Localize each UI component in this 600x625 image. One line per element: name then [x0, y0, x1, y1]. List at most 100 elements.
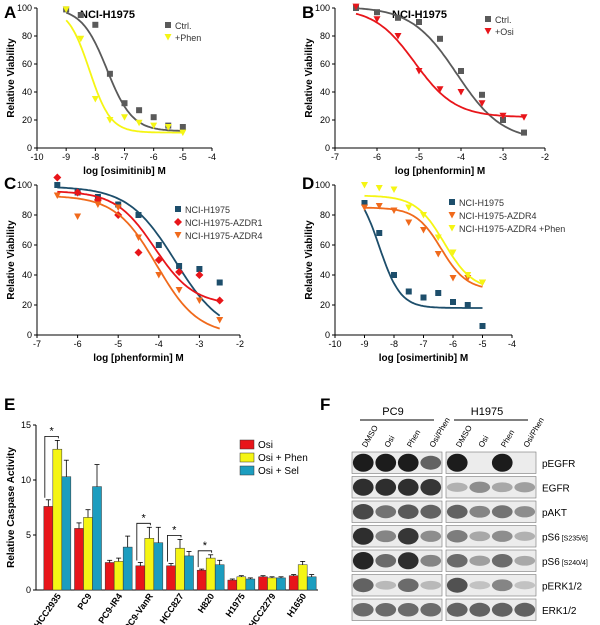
- panel-e-y-tick-label: 15: [21, 420, 31, 430]
- panel-c-x-tick-label: -6: [74, 339, 82, 349]
- panel-e-legend-swatch-osi-sel: [239, 465, 255, 476]
- panel-d-point-nci-h1975-azdr4-phen: [464, 272, 472, 279]
- panel-d-x-tick-label: -7: [419, 339, 427, 349]
- panel-c-point-nci-h1975-azdr4: [114, 204, 122, 211]
- panel-e-bar-osi-sel: [245, 578, 256, 591]
- panel-a-legend-marker-phen: [164, 34, 172, 41]
- blot-band: [420, 504, 442, 519]
- panel-e-significance-bracket: [167, 535, 182, 562]
- panel-d-point-nci-h1975: [464, 302, 471, 308]
- panel-a-legend-label-ctrl: Ctrl.: [175, 21, 192, 31]
- panel-e-bar-osi: [43, 506, 54, 591]
- panel-e-significance-bracket: [44, 436, 59, 498]
- panel-e-significance-star: *: [49, 425, 54, 437]
- panel-d-point-nci-h1975-azdr4: [390, 207, 398, 214]
- panel-b-point-osi: [352, 3, 360, 11]
- panel-a-chart: 0 20 40 60 80 100 -10 -9 -8 -7 -6 -5 -4 log [osimitin…: [6, 3, 216, 177]
- panel-d-x-tick-label: -5: [478, 339, 486, 349]
- panel-b-y-axis-title: Relative Viability: [304, 38, 315, 118]
- panel-e-bar-osi-sel: [214, 564, 225, 591]
- panel-e-bar-osi-sel: [306, 576, 317, 591]
- panel-d-x-tick-label: -4: [508, 339, 516, 349]
- panel-c-point-nci-h1975-azdr1: [154, 256, 163, 264]
- panel-a-point-phen: [77, 35, 85, 43]
- blot-band: [469, 505, 491, 518]
- blot-band: [491, 505, 513, 519]
- panel-d-point-nci-h1975-azdr4: [405, 219, 413, 226]
- panel-a-y-tick-label: 100: [17, 3, 32, 13]
- panel-a-curve-ctrl: [65, 11, 183, 132]
- panel-c-x-tick-label: -7: [33, 339, 41, 349]
- panel-b-point-ctrl: [374, 9, 380, 16]
- panel-a-point-ctrl: [92, 21, 99, 28]
- panel-e-category-label: H1650: [285, 591, 308, 618]
- panel-e-y-tick-label: 10: [21, 475, 31, 485]
- panel-a-point-phen: [91, 96, 99, 103]
- panel-a-point-ctrl: [106, 70, 113, 77]
- panel-e-y-axis-title: Relative Caspase Activity: [6, 447, 17, 568]
- panel-c-point-nci-h1975-azdr1: [134, 248, 143, 257]
- blot-band: [446, 577, 468, 593]
- panel-c-curve-nci-h1975-azdr1: [57, 190, 220, 302]
- panel-e-significance-star: *: [172, 524, 177, 536]
- blot-band: [420, 554, 442, 567]
- panel-b-point-osi: [394, 33, 402, 40]
- panel-b-y-tick-label: 20: [320, 115, 330, 125]
- panel-b-point-ctrl: [458, 68, 464, 74]
- panel-c-point-nci-h1975-azdr4: [216, 317, 224, 324]
- blot-strip-left: [351, 476, 443, 499]
- panel-a-x-tick-label: -5: [179, 152, 187, 162]
- blot-row-label: EGFR: [542, 483, 570, 494]
- panel-a-point-phen: [179, 129, 187, 137]
- blot-strip-right: [445, 500, 537, 523]
- panel-c-point-nci-h1975-azdr1: [175, 268, 184, 276]
- panel-d-point-nci-h1975: [420, 294, 427, 301]
- panel-a-legend-label-phen: +Phen: [175, 33, 201, 43]
- panel-c-y-tick-label: 40: [22, 270, 32, 280]
- panel-b-chart: 0 20 40 60 80 100 -7 -6 -5 -4 -3 -2 log [phenformin]…: [304, 3, 549, 177]
- panel-e-bar-osi: [288, 575, 299, 591]
- blot-band: [446, 554, 468, 568]
- blot-band: [469, 555, 491, 566]
- panel-c-x-tick-label: -2: [236, 339, 244, 349]
- panel-d-x-tick-label: -6: [449, 339, 457, 349]
- blot-band: [469, 531, 491, 542]
- panel-d-point-nci-h1975: [361, 200, 368, 206]
- blot-band: [491, 602, 513, 617]
- panel-b-point-ctrl: [500, 117, 506, 123]
- panel-b-point-osi: [499, 112, 507, 120]
- panel-c-legend-label-nci-h1975-azdr1: NCI-H1975-AZDR1: [185, 218, 263, 228]
- panel-c-point-nci-h1975: [216, 279, 223, 286]
- blot-row-label: pS6 [S240/4]: [542, 557, 588, 568]
- panel-e-bar-osi-sel: [184, 555, 194, 591]
- panel-c-y-tick-label: 100: [17, 180, 32, 190]
- panel-e-category-label: H820: [196, 591, 217, 614]
- panel-e-bar-osi-phen: [267, 577, 277, 591]
- panel-d-legend-label-nci-h1975-azdr4-phen: NCI-H1975-AZDR4 +Phen: [459, 224, 565, 234]
- blot-band: [397, 478, 419, 496]
- panel-d-x-tick-label: -9: [360, 339, 368, 349]
- blot-lane-label: Phen: [499, 428, 516, 449]
- panel-e-bar-osi: [74, 528, 84, 591]
- blot-band: [446, 504, 468, 519]
- blot-strip-right: [445, 451, 537, 474]
- panel-c-legend-marker-nci-h1975: [175, 206, 181, 212]
- panel-c-legend-marker-nci-h1975-azdr1: [174, 218, 182, 226]
- panel-a-point-ctrl: [77, 12, 84, 18]
- panel-a-x-tick-label: -6: [150, 152, 158, 162]
- panel-e-bar-osi: [196, 569, 207, 591]
- panel-label-a: A: [4, 3, 16, 22]
- panel-d-point-nci-h1975-azdr4-phen: [420, 212, 427, 219]
- panel-a-point-phen: [121, 114, 128, 121]
- panel-c-point-nci-h1975-azdr4: [155, 272, 163, 279]
- blot-band: [375, 603, 397, 617]
- blot-band: [352, 453, 374, 472]
- blot-band: [397, 453, 419, 472]
- blot-band: [491, 579, 513, 592]
- panel-d-y-tick-label: 80: [320, 210, 330, 220]
- panel-a-x-tick-label: -9: [62, 152, 70, 162]
- panel-b-point-osi: [520, 114, 528, 121]
- panel-b-y-tick-label: 60: [320, 59, 330, 69]
- panel-b-x-tick-label: -7: [331, 152, 339, 162]
- panel-e-bar-osi-phen: [175, 547, 185, 591]
